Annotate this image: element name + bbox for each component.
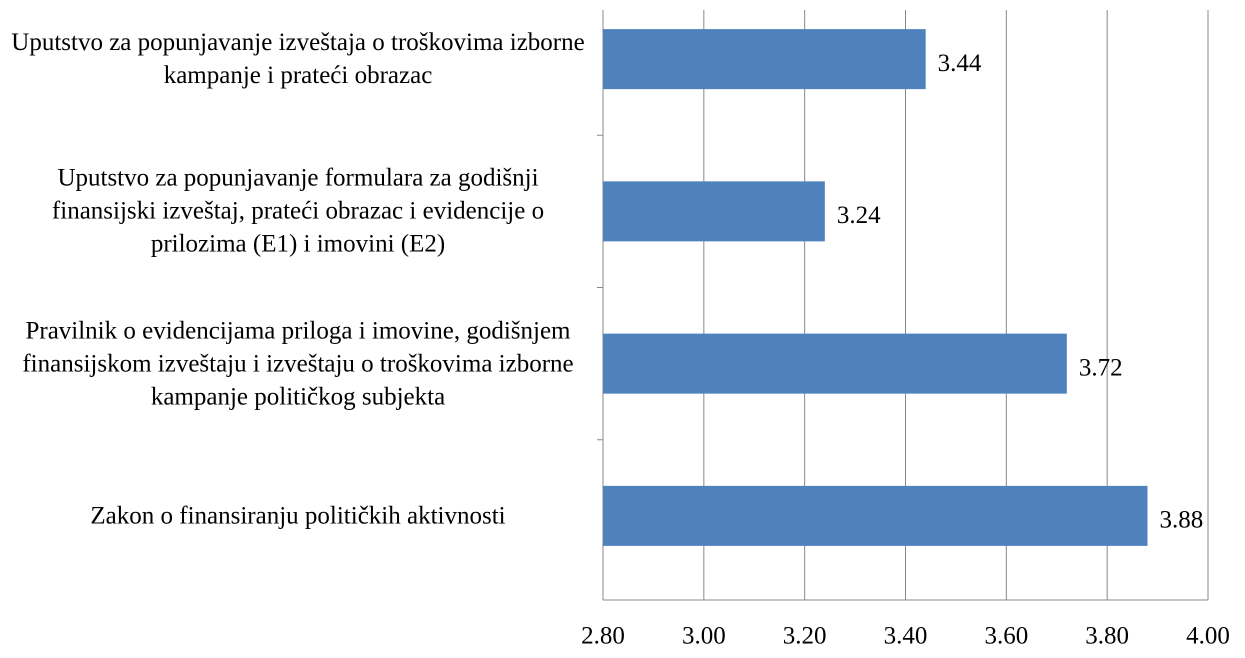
- value-label: 3.72: [1079, 354, 1123, 381]
- y-tick-label: Pravilnik o evidencijama priloga i imovi…: [22, 317, 574, 411]
- bar: [603, 485, 1148, 546]
- value-label: 3.24: [837, 202, 881, 229]
- y-tick-label: Uputstvo za popunjavanje formulara za go…: [51, 164, 545, 258]
- x-tick-label: 3.40: [884, 623, 928, 650]
- x-tick-label: 3.20: [783, 623, 827, 650]
- bar: [603, 29, 926, 90]
- value-label: 3.44: [938, 50, 982, 77]
- x-tick-label: 3.00: [682, 623, 726, 650]
- value-label: 3.88: [1160, 507, 1204, 534]
- x-tick-label: 4.00: [1186, 623, 1230, 650]
- bar: [603, 181, 825, 242]
- x-tick-label: 3.60: [984, 623, 1028, 650]
- x-tick-label: 3.80: [1085, 623, 1129, 650]
- bar: [603, 333, 1067, 394]
- y-tick-label: Zakon o finansiranju političkih aktivnos…: [90, 502, 506, 530]
- x-tick-label: 2.80: [581, 623, 625, 650]
- y-tick-label: Uputstvo za popunjavanje izveštaja o tro…: [11, 29, 585, 90]
